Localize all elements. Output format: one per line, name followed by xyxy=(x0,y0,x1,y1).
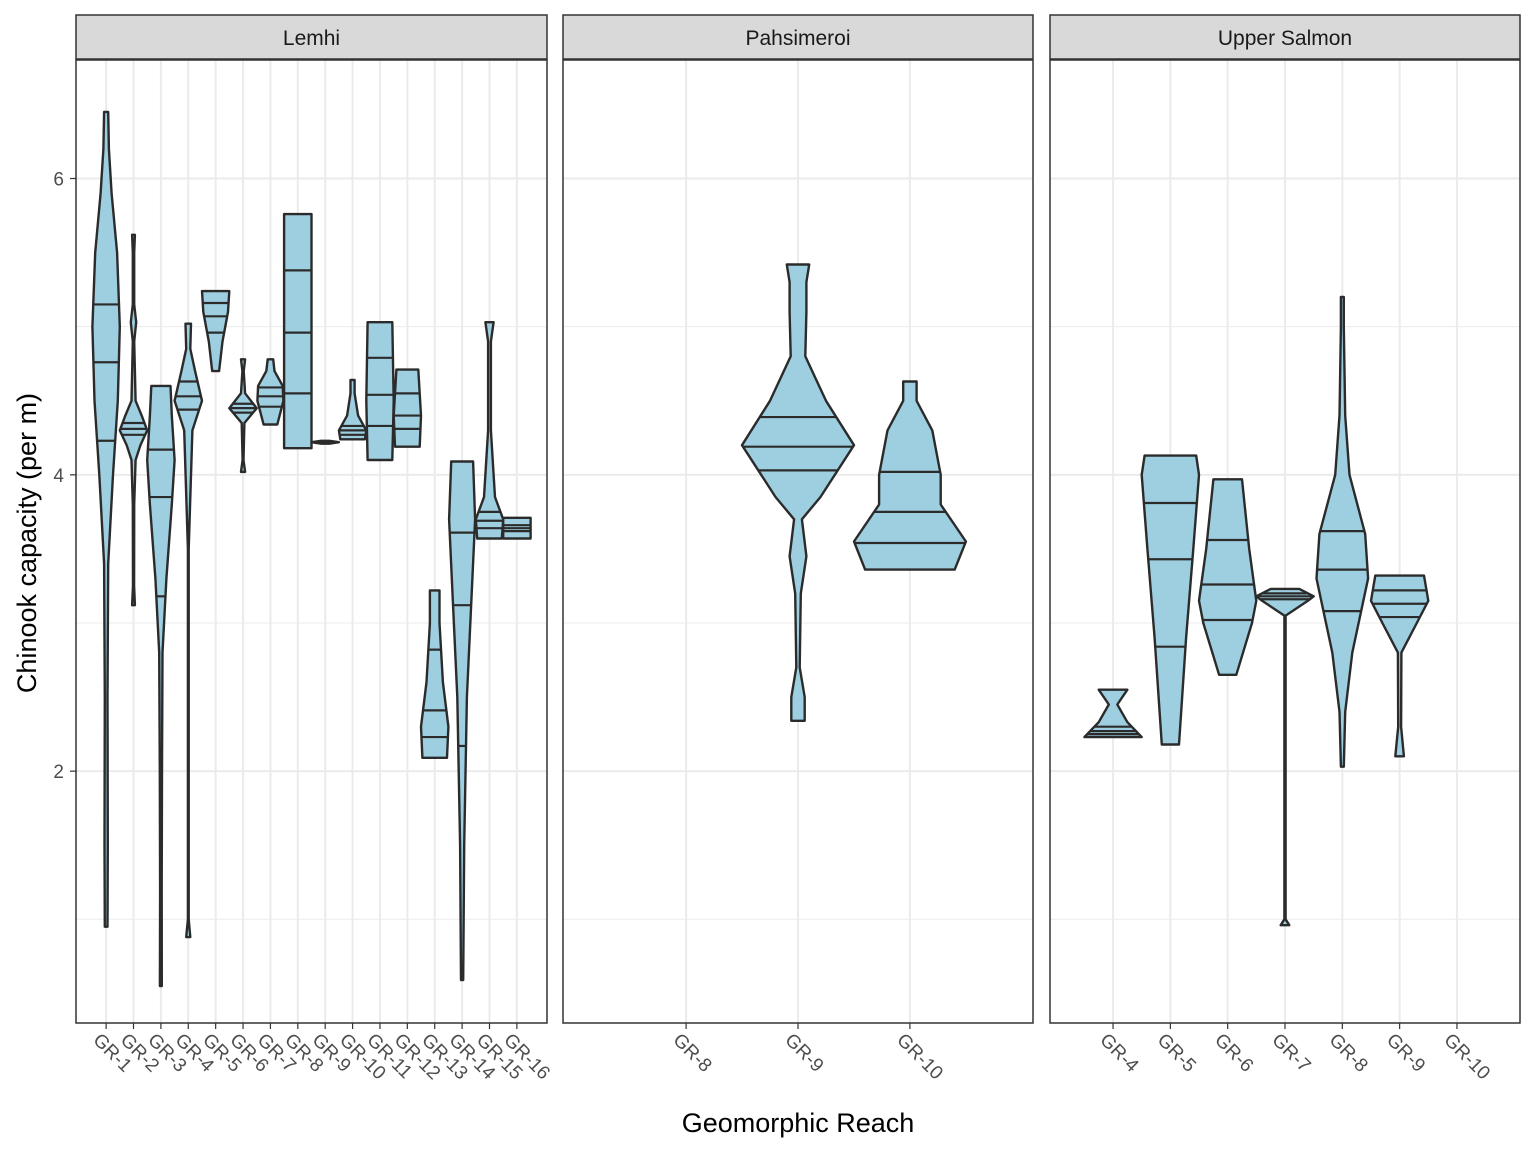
violin-gr-8 xyxy=(1315,295,1370,768)
x-tick-label: GR-6 xyxy=(1210,1030,1257,1077)
x-tick-label: GR-10 xyxy=(1439,1030,1493,1084)
violin-gr-16 xyxy=(502,516,532,540)
violin-body xyxy=(1140,454,1201,746)
violin-body xyxy=(337,378,368,441)
x-tick-label: GR-10 xyxy=(892,1030,946,1084)
panel-border xyxy=(75,59,548,1024)
x-axis-title: Geomorphic Reach xyxy=(682,1108,915,1138)
violin-body xyxy=(282,212,313,450)
facet-panel-pahsimeroi: Pahsimeroi GR-8 GR-9 GR-10 xyxy=(562,14,1034,1084)
violin-body xyxy=(1083,688,1143,739)
facet-strip xyxy=(75,14,548,60)
violin-body xyxy=(852,380,968,571)
y-tick-label: 2 xyxy=(53,762,64,783)
violin-body xyxy=(419,589,450,759)
violin-gr-3 xyxy=(146,384,176,988)
x-tick-label: GR-8 xyxy=(1325,1030,1372,1077)
violin-gr-9 xyxy=(310,439,341,445)
violin-body xyxy=(392,368,423,448)
violin-gr-2 xyxy=(118,233,149,607)
violin-gr-6 xyxy=(228,358,258,474)
violin-body xyxy=(474,321,505,540)
violin-body xyxy=(740,263,856,722)
facet-panel-lemhi: LemhiGR-1GR-2GR-3GR-4GR-5GR-6GR-7GR-8GR-… xyxy=(75,14,554,1084)
y-tick-label: 4 xyxy=(53,466,64,487)
x-tick-label: GR-9 xyxy=(780,1030,827,1077)
violin-gr-5 xyxy=(200,289,231,373)
violin-body xyxy=(200,289,231,373)
x-tick-label: GR-9 xyxy=(1382,1030,1429,1077)
violin-body xyxy=(365,321,395,462)
violin-gr-11 xyxy=(365,321,395,462)
violin-body xyxy=(146,384,176,988)
panel-background xyxy=(76,60,547,1023)
x-tick-label: GR-8 xyxy=(669,1030,716,1077)
violin-gr-12 xyxy=(392,368,423,448)
violin-gr-6 xyxy=(1197,478,1258,676)
violin-gr-1 xyxy=(91,110,121,928)
x-tick-label: GR-7 xyxy=(1267,1030,1314,1077)
facet-strip-label: Lemhi xyxy=(283,27,340,50)
violin-gr-7 xyxy=(1255,587,1315,927)
y-axis: 2 4 6 xyxy=(53,170,76,783)
violin-body xyxy=(1255,587,1315,927)
violin-gr-4 xyxy=(1083,688,1143,739)
x-tick-label: GR-5 xyxy=(1153,1030,1200,1077)
violin-gr-10 xyxy=(852,380,968,571)
violin-gr-8 xyxy=(282,212,313,450)
y-axis-title: Chinook capacity (per m) xyxy=(12,393,42,693)
violin-body xyxy=(1197,478,1258,676)
violin-gr-5 xyxy=(1140,454,1201,746)
facet-strip xyxy=(562,14,1034,60)
violin-body xyxy=(1369,574,1430,758)
facet-strip xyxy=(1049,14,1521,60)
violin-gr-9 xyxy=(1369,574,1430,758)
x-tick-label: GR-4 xyxy=(1095,1030,1142,1077)
violin-body xyxy=(118,233,149,607)
facet-panels: LemhiGR-1GR-2GR-3GR-4GR-5GR-6GR-7GR-8GR-… xyxy=(75,14,1521,1084)
violin-body xyxy=(173,322,204,939)
y-tick-label: 6 xyxy=(53,170,64,191)
violin-gr-9 xyxy=(740,263,856,722)
facet-strip-label: Pahsimeroi xyxy=(745,27,850,50)
violin-body xyxy=(91,110,121,928)
facet-panel-upper-salmon: Upper Salmon GR-4 GR-5 GR-6 GR-7 GR-8 GR-9 GR-1… xyxy=(1049,14,1521,1084)
violin-gr-15 xyxy=(474,321,505,540)
violin-gr-4 xyxy=(173,322,204,939)
violin-body xyxy=(447,460,477,982)
violin-body xyxy=(228,358,258,474)
violin-gr-13 xyxy=(419,589,450,759)
violin-gr-10 xyxy=(337,378,368,441)
facet-strip-label: Upper Salmon xyxy=(1218,27,1352,50)
violin-gr-14 xyxy=(447,460,477,982)
